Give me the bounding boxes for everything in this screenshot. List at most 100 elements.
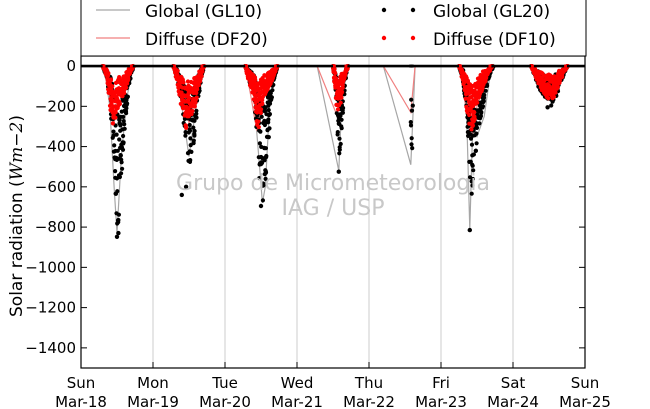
data-point-0-683 xyxy=(409,136,414,141)
legend-swatch-global-gl20 xyxy=(381,7,416,13)
data-point-0-348 xyxy=(194,108,199,113)
data-point-0-156 xyxy=(125,101,130,106)
data-point-0-527 xyxy=(266,117,271,122)
data-point-0-329 xyxy=(191,138,196,143)
x-tick-date-5: Mar-23 xyxy=(415,393,467,409)
data-point-0-67 xyxy=(112,143,117,148)
data-point-0-636 xyxy=(338,141,343,147)
data-point-0-525 xyxy=(266,135,271,140)
data-point-0-157 xyxy=(125,94,130,99)
legend: Global (GL10) Diffuse (DF20) Global (GL2… xyxy=(80,0,587,57)
data-point-1-633 xyxy=(340,89,345,94)
y-tick-label-7: −1400 xyxy=(25,339,76,357)
legend-swatch-diffuse-df10 xyxy=(381,35,416,41)
data-point-0-680 xyxy=(408,123,414,128)
data-point-1-765 xyxy=(471,109,476,114)
legend-label-global-gl20: Global (GL20) xyxy=(433,2,550,22)
y-axis-label: Solar radiation (Wm−2) xyxy=(7,115,27,317)
legend-marker-global-gl20-a xyxy=(381,7,387,13)
data-point-0-135 xyxy=(122,122,127,127)
data-point-0-1128 xyxy=(545,105,550,110)
data-point-0-100 xyxy=(116,212,121,217)
data-point-0-332 xyxy=(192,132,197,137)
legend-marker-diffuse-df10-b xyxy=(410,35,416,41)
data-point-1-770 xyxy=(472,116,477,122)
data-point-1-637 xyxy=(340,83,345,88)
data-point-0-326 xyxy=(191,125,196,130)
data-point-0-784 xyxy=(474,131,479,136)
data-point-0-310 xyxy=(188,158,193,163)
data-point-1-162 xyxy=(126,76,131,81)
data-point-0-853 xyxy=(485,83,490,88)
x-tick-day-7: Sun xyxy=(571,374,600,392)
data-point-0-122 xyxy=(121,133,126,139)
data-point-1-35 xyxy=(106,71,111,76)
x-tick-day-5: Fri xyxy=(432,374,450,392)
data-point-1-53 xyxy=(108,77,114,82)
data-point-0-316 xyxy=(189,149,194,154)
y-tick-label-2: −400 xyxy=(35,138,76,156)
data-point-0-831 xyxy=(481,99,486,104)
data-point-0-1019 xyxy=(549,103,554,108)
data-point-1-1047 xyxy=(555,85,561,90)
data-point-1-438 xyxy=(253,77,258,82)
x-tick-date-2: Mar-20 xyxy=(199,393,251,409)
data-point-0-503 xyxy=(263,108,268,113)
data-point-0-785 xyxy=(473,148,478,153)
data-point-0-1124 xyxy=(183,184,189,189)
data-point-0-278 xyxy=(183,133,188,138)
data-point-1-281 xyxy=(185,79,191,84)
data-point-1-361 xyxy=(200,69,205,74)
data-point-0-342 xyxy=(194,111,199,116)
y-axis-label-math: Wm−2 xyxy=(7,122,27,181)
y-tick-label-4: −800 xyxy=(35,218,76,236)
y-tick-label-0: 0 xyxy=(66,57,76,75)
data-point-0-475 xyxy=(258,129,263,134)
data-point-1-331 xyxy=(194,95,199,100)
data-point-0-650 xyxy=(341,105,346,111)
data-point-0-131 xyxy=(121,119,126,124)
data-point-1-1057 xyxy=(557,80,562,85)
data-point-0-96 xyxy=(116,217,121,223)
data-point-0-808 xyxy=(477,121,482,126)
data-point-1-81 xyxy=(113,110,118,115)
data-point-0-472 xyxy=(257,141,262,146)
x-tick-day-0: Sun xyxy=(67,374,96,392)
data-point-1-607 xyxy=(335,107,341,112)
data-point-1-476 xyxy=(258,110,263,115)
data-point-0-116 xyxy=(119,160,124,165)
data-point-0-830 xyxy=(480,104,486,109)
data-point-1-303 xyxy=(190,108,195,114)
data-point-0-513 xyxy=(263,170,269,175)
data-point-0-837 xyxy=(482,92,487,97)
data-point-1-324 xyxy=(193,100,198,105)
legend-label-diffuse-df10: Diffuse (DF10) xyxy=(433,30,556,50)
data-point-0-769 xyxy=(470,163,475,168)
grid-lines xyxy=(152,56,514,368)
data-point-0-684 xyxy=(409,108,415,113)
data-point-0-495 xyxy=(261,183,266,188)
data-point-1-629 xyxy=(339,95,344,100)
data-point-0-686 xyxy=(410,146,415,151)
axis-ticks: 0−200−400−600−800−1000−1200−1400SunMar-1… xyxy=(25,57,611,409)
legend-marker-diffuse-df10-a xyxy=(381,35,387,41)
legend-label-global-gl10: Global (GL10) xyxy=(145,2,262,22)
data-point-0-493 xyxy=(260,198,265,203)
data-point-1-253 xyxy=(181,80,186,85)
data-point-1-243 xyxy=(179,90,184,95)
data-point-0-334 xyxy=(192,118,197,123)
data-point-0-627 xyxy=(337,136,342,141)
data-point-0-764 xyxy=(469,142,475,147)
data-point-0-86 xyxy=(115,189,120,194)
data-point-0-774 xyxy=(471,152,476,157)
data-point-1-144 xyxy=(123,85,128,90)
data-point-0-767 xyxy=(470,183,475,188)
data-point-1-57 xyxy=(110,84,115,89)
legend-marker-global-gl20-b xyxy=(410,7,416,13)
x-tick-date-4: Mar-22 xyxy=(343,393,395,409)
data-point-1-65 xyxy=(110,121,115,126)
data-point-1-321 xyxy=(192,104,197,109)
data-point-1-76 xyxy=(113,115,118,120)
data-point-1-586 xyxy=(333,71,338,76)
